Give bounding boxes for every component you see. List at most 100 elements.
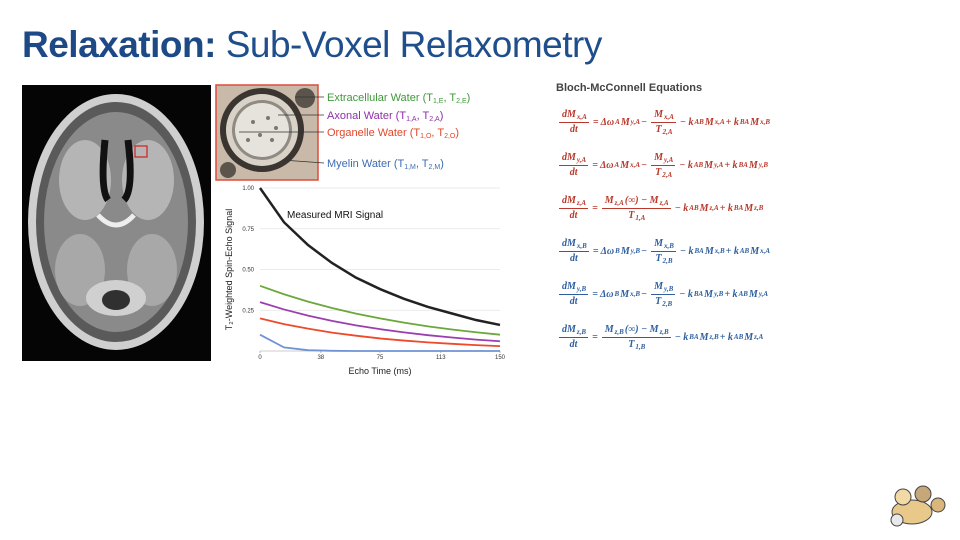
eq-subscript: 2,A bbox=[662, 170, 673, 179]
eq-subscript: y,A bbox=[714, 161, 724, 169]
eq-fraction: Mx,B T2,B bbox=[651, 237, 676, 266]
eq-numerator: My,B bbox=[651, 280, 676, 295]
eq-fraction: My,B T2,B bbox=[651, 280, 676, 309]
x-tick-label: 113 bbox=[436, 355, 446, 361]
eq-text: M bbox=[654, 237, 663, 249]
eq-text: T bbox=[655, 252, 662, 264]
eq-denominator: T1,B bbox=[625, 338, 647, 352]
eq-subscript: AB bbox=[738, 290, 748, 298]
eq-text: − k bbox=[679, 159, 693, 171]
legend-subscript: 1,E bbox=[433, 98, 444, 105]
eq-text: M bbox=[704, 116, 714, 128]
eq-subscript: y,B bbox=[663, 284, 674, 293]
legend-text: ) bbox=[467, 92, 471, 104]
eq-fraction: dMy,B dt bbox=[559, 280, 589, 308]
y-tick-label: 0.25 bbox=[242, 308, 254, 314]
eq-text: dM bbox=[562, 109, 576, 120]
eq-text: + k bbox=[719, 202, 733, 214]
legend-label: Organelle Water (T1,O, T2,O) bbox=[327, 127, 459, 140]
eq-subscript: y,A bbox=[663, 155, 674, 164]
eq-subscript: BA bbox=[733, 204, 744, 212]
eq-subscript: z,B bbox=[754, 204, 764, 212]
x-tick-label: 38 bbox=[317, 355, 324, 361]
series-line bbox=[258, 187, 501, 327]
eq-subscript: AB bbox=[693, 161, 704, 169]
eq-text: M bbox=[620, 116, 630, 128]
legend-text: ) bbox=[440, 110, 444, 122]
eq-subscript: 2,B bbox=[662, 256, 673, 265]
eq-subscript: A bbox=[614, 161, 620, 169]
logo bbox=[890, 485, 946, 527]
legend-subscript: 1,M bbox=[404, 164, 416, 171]
eq-text: = Δω bbox=[592, 159, 614, 171]
eq-text: + k bbox=[725, 116, 739, 128]
eq-denominator: T1,A bbox=[625, 209, 647, 223]
legend-subscript: 1,A bbox=[406, 116, 417, 123]
eq-text: M bbox=[620, 159, 630, 171]
eq-subscript: z,A bbox=[614, 198, 624, 207]
eq-fraction: dMz,B dt bbox=[559, 323, 589, 351]
eq-subscript: z,B bbox=[659, 327, 669, 336]
eq-text: M bbox=[750, 245, 760, 257]
eq-denominator: dt bbox=[567, 295, 581, 308]
eq-text: M bbox=[744, 331, 754, 343]
eq-subscript: y,A bbox=[630, 118, 641, 126]
eq-text: + k bbox=[725, 245, 739, 257]
eq-text: M bbox=[654, 108, 663, 120]
eq-subscript: BA bbox=[693, 290, 704, 298]
eq-subscript: x,B bbox=[576, 242, 587, 250]
eq-text: M bbox=[699, 331, 709, 343]
x-tick-label: 150 bbox=[495, 355, 506, 361]
eq-text: + k bbox=[724, 159, 738, 171]
eq-numerator: dMy,A bbox=[559, 151, 589, 166]
eq-text: = Δω bbox=[592, 245, 615, 257]
y-tick-label: 0.75 bbox=[242, 227, 254, 233]
eq-text: M bbox=[750, 116, 760, 128]
eq-text: M bbox=[654, 151, 663, 163]
eq-subscript: B bbox=[614, 290, 620, 298]
eq-subscript: 1,A bbox=[635, 213, 646, 222]
eq-text: T bbox=[628, 338, 635, 350]
eq-denominator: dt bbox=[567, 166, 581, 179]
eq-subscript: z,B bbox=[576, 328, 587, 336]
eq-text: = bbox=[592, 202, 598, 214]
eq-text: M bbox=[620, 288, 630, 300]
y-tick-label: 0.50 bbox=[242, 268, 254, 274]
eq-text: − bbox=[641, 245, 648, 257]
x-tick-label: 75 bbox=[377, 355, 384, 361]
eq-subscript: z,B bbox=[709, 333, 719, 341]
series-line bbox=[259, 317, 501, 348]
eq-subscript: z,A bbox=[754, 333, 764, 341]
eq-text: − k bbox=[679, 116, 694, 128]
eq-text: M bbox=[604, 194, 614, 206]
eq-fraction: Mz,A(∞) − Mz,A T1,A bbox=[601, 194, 671, 223]
eq-denominator: dt bbox=[567, 252, 581, 265]
eq-text: = Δω bbox=[592, 288, 614, 300]
eq-subscript: AB bbox=[739, 247, 750, 255]
eq-fraction: dMy,A dt bbox=[559, 151, 589, 179]
mri-image bbox=[22, 85, 211, 361]
eq-text: dM bbox=[562, 152, 576, 163]
eq-denominator: T2,B bbox=[652, 295, 674, 309]
eq-text: − bbox=[641, 116, 648, 128]
legend-text: , T bbox=[443, 92, 456, 104]
eq-text: T bbox=[655, 123, 662, 135]
legend-subscript: 2,M bbox=[429, 164, 441, 171]
eq-text: (∞) − M bbox=[624, 194, 659, 206]
legend-subscript: 2,E bbox=[456, 98, 467, 105]
eq-text: M bbox=[704, 288, 714, 300]
eq-subscript: z,B bbox=[614, 327, 624, 336]
eq-text: M bbox=[748, 288, 758, 300]
eq-text: dt bbox=[570, 124, 578, 135]
eq-fraction: My,A T2,A bbox=[651, 151, 676, 180]
eq-text: + k bbox=[724, 288, 738, 300]
eq-text: − bbox=[641, 288, 648, 300]
eq-text: M bbox=[748, 159, 758, 171]
eq-text: − k bbox=[674, 202, 689, 214]
legend-text: Extracellular Water (T bbox=[327, 92, 433, 104]
